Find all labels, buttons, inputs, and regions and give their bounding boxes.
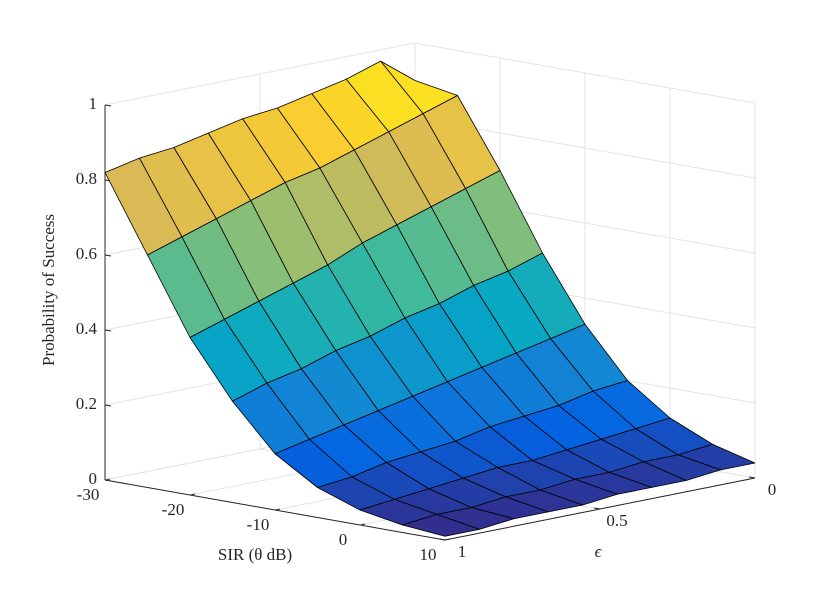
axis-line: [444, 477, 756, 541]
z-tick-label: 0.8: [76, 169, 97, 188]
x-tick-label: -10: [247, 515, 270, 534]
z-axis-label: Probability of Success: [39, 214, 58, 366]
z-tick: [104, 404, 112, 407]
x-tick-label: -30: [77, 485, 100, 504]
z-tick: [104, 329, 112, 332]
y-axis-label: ϵ: [595, 542, 603, 561]
y-tick-label: 0.5: [606, 511, 627, 530]
x-axis-label: SIR (θ dB): [218, 545, 292, 564]
z-tick-label: 0: [89, 469, 98, 488]
surface-face: [402, 513, 480, 537]
y-tick-label: 0: [768, 480, 777, 499]
z-tick: [104, 104, 112, 107]
z-tick-label: 0.4: [76, 319, 98, 338]
x-tick-label: 10: [420, 545, 437, 564]
x-tick-label: 0: [339, 530, 348, 549]
z-tick-label: 1: [89, 94, 98, 113]
z-tick-label: 0.2: [76, 394, 97, 413]
z-tick-label: 0.6: [76, 244, 97, 263]
x-tick-label: -20: [162, 500, 185, 519]
z-tick: [104, 254, 112, 257]
y-tick-label: 1: [458, 542, 467, 561]
axis-line: [104, 479, 446, 541]
